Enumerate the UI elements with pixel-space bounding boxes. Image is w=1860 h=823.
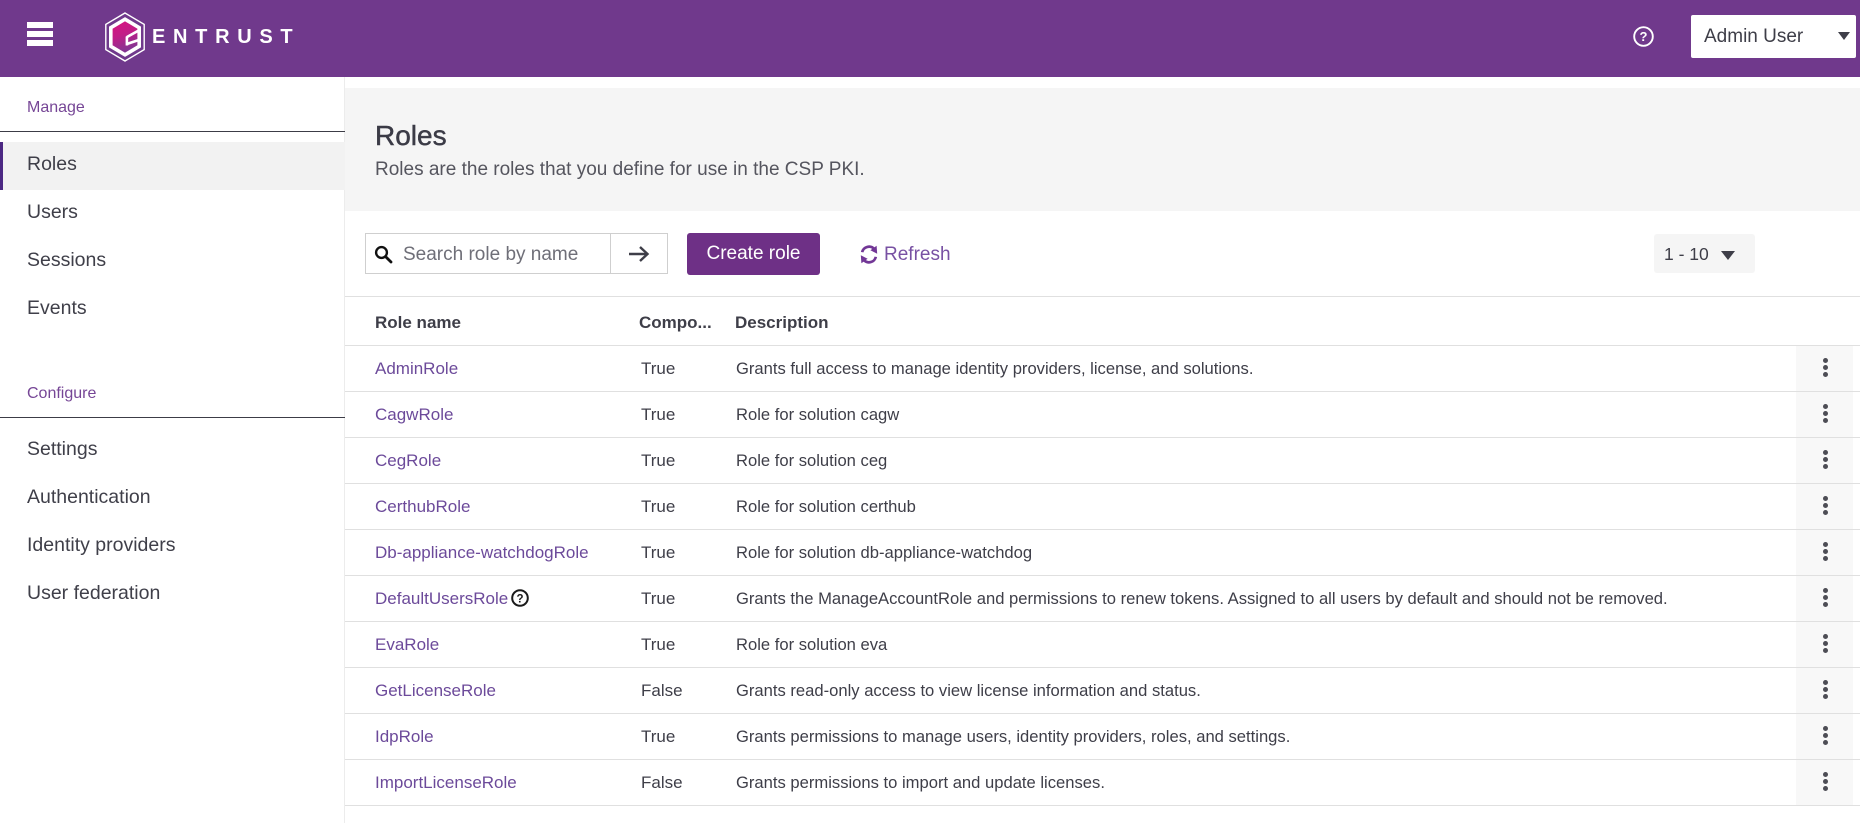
svg-text:?: ? xyxy=(516,593,523,605)
svg-text:?: ? xyxy=(1640,29,1648,44)
